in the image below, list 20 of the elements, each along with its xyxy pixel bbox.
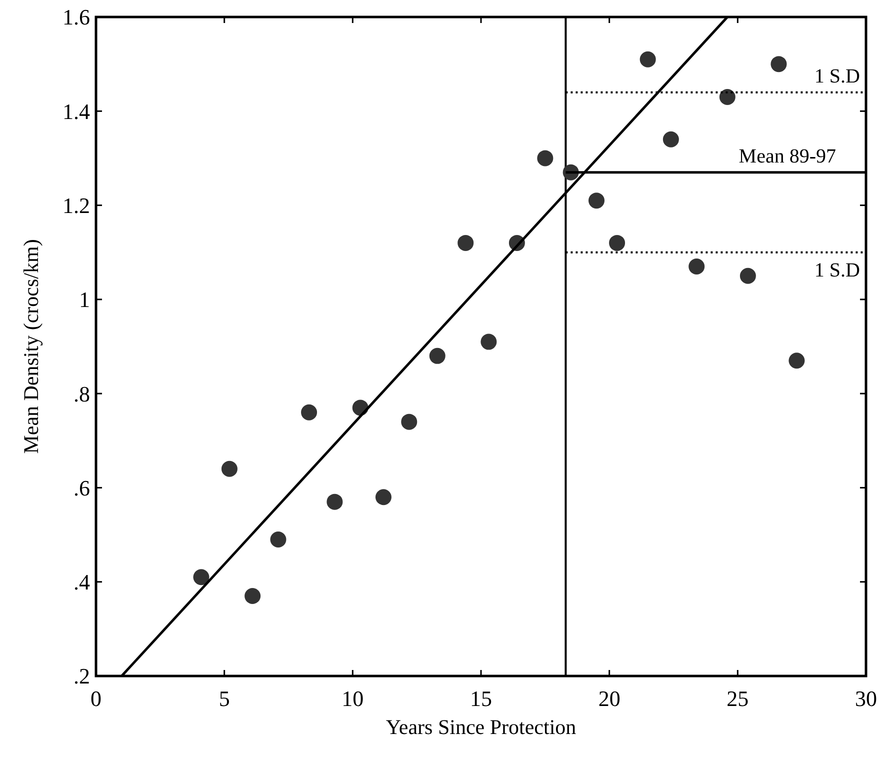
x-tick-label: 15 (470, 686, 492, 711)
y-tick-label: .2 (74, 664, 90, 689)
x-tick-label: 0 (90, 686, 102, 711)
series-label: Mean 89-97 (738, 145, 836, 168)
y-tick-label: 1.6 (62, 4, 90, 30)
y-tick-label: 1 (79, 287, 90, 312)
x-axis-title: Years Since Protection (386, 715, 577, 739)
x-tick-label: 10 (342, 686, 364, 711)
y-tick-label: .4 (74, 570, 90, 595)
y-tick-label: .8 (74, 381, 90, 406)
series-label: 1 S.D (814, 259, 860, 282)
x-tick-label: 30 (855, 686, 877, 711)
y-tick-label: .6 (74, 475, 90, 500)
series-label: 1 S.D (814, 65, 860, 88)
y-tick-label: 1.4 (62, 98, 90, 124)
x-tick-label: 25 (726, 686, 749, 711)
y-axis-title: Mean Density (crocs/km) (19, 239, 43, 454)
x-tick-label: 5 (218, 686, 230, 711)
y-tick-label: 1.2 (62, 192, 90, 218)
x-tick-label: 20 (598, 686, 620, 711)
